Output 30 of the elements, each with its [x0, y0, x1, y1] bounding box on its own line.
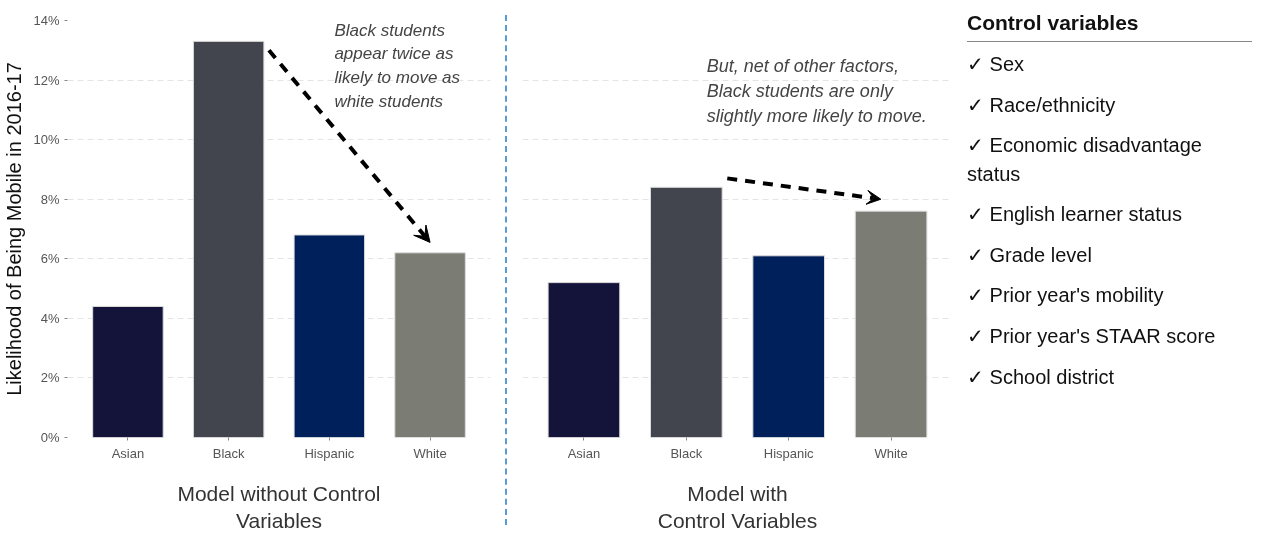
text: ✓ School district [967, 364, 1116, 390]
text: ✓ Prior year's STAAR score [967, 323, 1217, 349]
y-tick-label: 12% [33, 72, 60, 88]
x-tick-label: Asian [567, 445, 601, 461]
x-tick-label: Black [212, 445, 246, 461]
y-tick-label: 6% [40, 251, 60, 267]
y-tick-label: 8% [40, 191, 60, 207]
y-tick-label: 14% [33, 13, 60, 28]
x-tick-label: Black [670, 445, 703, 461]
annotation: But, net of other factors, Black students are only slightly more likely to move. [706, 56, 927, 127]
y-axis-title: Likelihood of Being Mobile in 2016-17 [3, 62, 26, 396]
x-axis-title: Model with Control Variables [657, 481, 818, 533]
x-axis-title: Model without Control Variables [177, 481, 381, 533]
annotation: Black students appear twice as likely to move as white students [334, 20, 461, 111]
x-tick-label: White [874, 445, 908, 461]
y-tick-label: 0% [40, 430, 60, 445]
text: ✓ English learner status [967, 202, 1183, 228]
text: ✓ Sex [967, 52, 1026, 77]
y-tick-label: 4% [40, 310, 60, 326]
x-tick-label: Hispanic [304, 445, 355, 461]
text: ✓ Prior year's mobility [967, 283, 1165, 309]
x-tick-label: Asian [111, 445, 145, 461]
y-tick-label: 10% [33, 132, 60, 148]
y-tick-label: 2% [40, 370, 60, 386]
x-tick-label: Hispanic [763, 445, 815, 461]
x-tick-label: White [413, 445, 447, 461]
text: Control variables [967, 8, 1252, 42]
text: ✓ Economic disadvantage status [967, 133, 1203, 187]
text: ✓ Grade level [967, 242, 1093, 268]
text: ✓ Race/ethnicity [967, 92, 1117, 118]
